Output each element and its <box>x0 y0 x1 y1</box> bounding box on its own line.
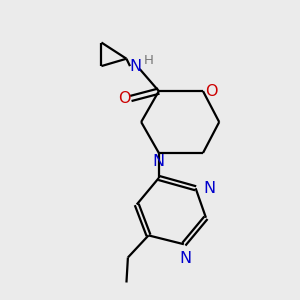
Text: O: O <box>205 84 218 99</box>
Text: H: H <box>144 54 154 67</box>
Text: N: N <box>129 58 141 74</box>
Text: N: N <box>179 251 191 266</box>
Text: N: N <box>153 154 165 169</box>
Text: O: O <box>118 91 130 106</box>
Text: N: N <box>203 181 215 196</box>
